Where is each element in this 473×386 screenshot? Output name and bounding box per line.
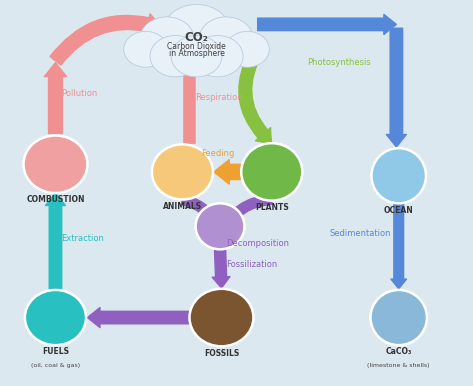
Ellipse shape <box>193 36 243 77</box>
Ellipse shape <box>163 5 230 60</box>
Ellipse shape <box>370 290 427 345</box>
FancyArrowPatch shape <box>239 46 272 143</box>
Text: PLANTS: PLANTS <box>255 203 289 212</box>
Text: CaCO₃: CaCO₃ <box>385 347 412 356</box>
Ellipse shape <box>150 36 201 77</box>
Text: Sedimentation: Sedimentation <box>330 229 391 238</box>
Text: FUELS: FUELS <box>42 347 69 356</box>
Ellipse shape <box>140 17 194 61</box>
Ellipse shape <box>225 31 269 67</box>
FancyArrowPatch shape <box>391 203 406 289</box>
Text: COMBUSTION: COMBUSTION <box>26 195 85 204</box>
Text: Decomposition: Decomposition <box>226 239 289 248</box>
Ellipse shape <box>24 135 88 193</box>
Text: Pollution: Pollution <box>61 89 98 98</box>
Text: in Atmosphere: in Atmosphere <box>168 49 225 58</box>
Text: (oil, coal & gas): (oil, coal & gas) <box>31 363 80 368</box>
Text: Fossilization: Fossilization <box>226 260 277 269</box>
FancyArrowPatch shape <box>216 195 272 242</box>
Ellipse shape <box>152 144 213 200</box>
Ellipse shape <box>241 143 302 201</box>
FancyArrowPatch shape <box>50 14 161 65</box>
Text: Photosynthesis: Photosynthesis <box>307 58 371 67</box>
Text: Respiration: Respiration <box>195 93 243 102</box>
FancyArrowPatch shape <box>88 308 190 328</box>
Text: ANIMALS: ANIMALS <box>163 202 202 211</box>
Text: Extraction: Extraction <box>61 234 105 244</box>
Ellipse shape <box>124 31 168 67</box>
Text: OCEAN: OCEAN <box>384 206 413 215</box>
FancyArrowPatch shape <box>181 195 226 242</box>
FancyArrowPatch shape <box>45 193 65 289</box>
Text: CO₂: CO₂ <box>184 31 209 44</box>
Text: (limestone & shells): (limestone & shells) <box>368 363 430 368</box>
Ellipse shape <box>199 17 253 61</box>
Ellipse shape <box>25 290 86 345</box>
FancyArrowPatch shape <box>181 61 198 143</box>
Ellipse shape <box>371 148 426 203</box>
Ellipse shape <box>171 36 222 77</box>
Text: FOSSILS: FOSSILS <box>204 349 239 357</box>
Text: Feeding: Feeding <box>201 149 235 158</box>
Text: Carbon Dioxide: Carbon Dioxide <box>167 42 226 51</box>
FancyArrowPatch shape <box>214 160 240 184</box>
Ellipse shape <box>190 289 254 346</box>
FancyArrowPatch shape <box>258 14 396 34</box>
Ellipse shape <box>196 203 245 249</box>
FancyArrowPatch shape <box>386 28 406 147</box>
FancyArrowPatch shape <box>44 63 67 134</box>
FancyArrowPatch shape <box>212 248 230 288</box>
